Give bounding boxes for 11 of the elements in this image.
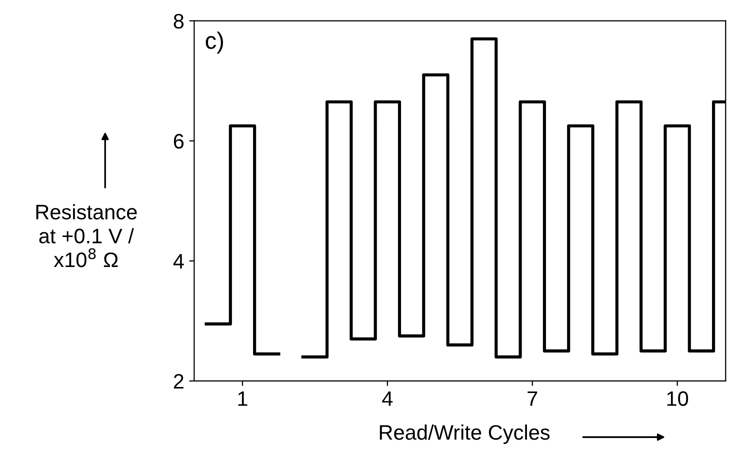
y-tick-label: 8: [174, 14, 184, 29]
annotation: c): [206, 32, 224, 54]
y-tick-label: 4: [173, 254, 184, 268]
y-axis-title: Resistance at +0.1 V / x10$^{8}$ Ω: [36, 204, 137, 268]
x-tick-label: 4: [382, 391, 393, 406]
y-tick-label: 2: [174, 374, 184, 389]
x-axis-title: Read/Write Cycles: [380, 424, 550, 444]
x-tick-label: 10: [667, 391, 688, 406]
y-tick-label: 6: [174, 134, 184, 149]
x-tick-label: 7: [528, 391, 538, 406]
x-tick-label: 1: [238, 391, 248, 406]
